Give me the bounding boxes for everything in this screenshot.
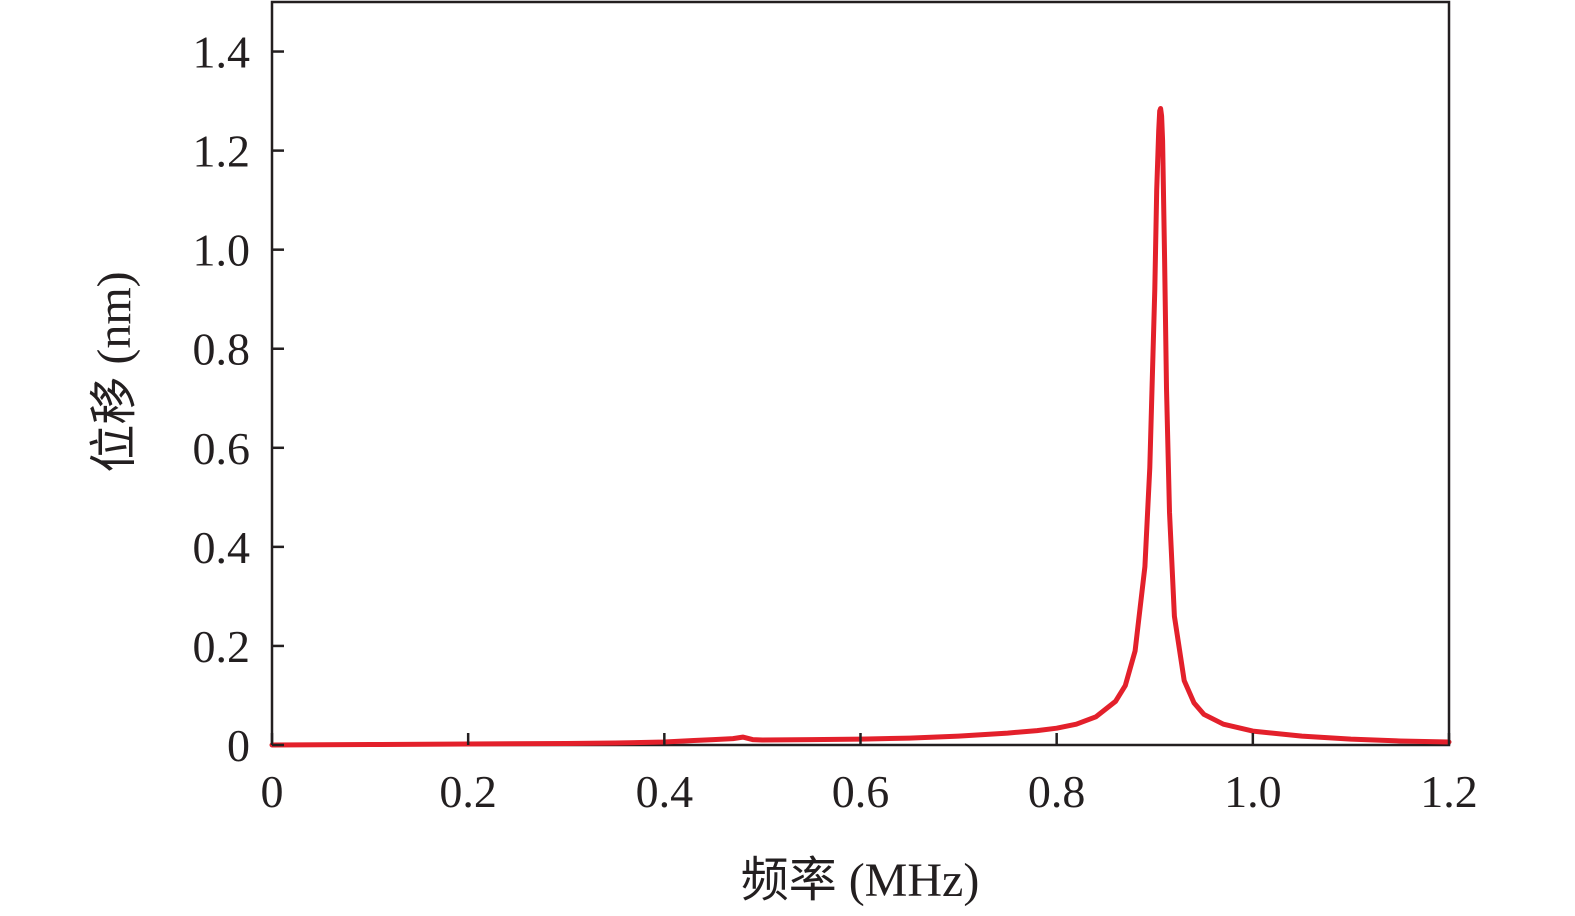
x-tick-label: 0.2 bbox=[439, 766, 497, 817]
y-tick-label: 0.8 bbox=[193, 324, 251, 375]
x-tick-label: 0.4 bbox=[636, 766, 694, 817]
series-line bbox=[269, 106, 1452, 748]
x-tick-label: 0 bbox=[261, 766, 284, 817]
y-axis-title: 位移 (nm) bbox=[88, 271, 141, 472]
y-tick-label: 1.4 bbox=[193, 27, 251, 78]
x-tick-label: 0.6 bbox=[832, 766, 890, 817]
plot-frame bbox=[270, 0, 1451, 747]
x-tick-label: 1.2 bbox=[1420, 766, 1478, 817]
x-tick-label: 0.8 bbox=[1028, 766, 1086, 817]
y-tick-label: 0.4 bbox=[193, 522, 251, 573]
axis-ticks bbox=[270, 50, 1451, 747]
y-tick-label: 1.0 bbox=[193, 225, 251, 276]
x-axis-title: 频率 (MHz) bbox=[741, 854, 980, 907]
y-tick-label: 0.2 bbox=[193, 621, 251, 672]
y-tick-label: 0.6 bbox=[193, 423, 251, 474]
x-tick-label: 1.0 bbox=[1224, 766, 1282, 817]
tick-labels: 0 0.2 0.4 0.6 0.8 1.0 1.2 0 0.2 0.4 0.6 0.8 1.0 1.2 1.… bbox=[193, 27, 1478, 817]
y-tick-label: 1.2 bbox=[193, 126, 251, 177]
plot-area bbox=[269, 0, 1452, 748]
y-tick-label: 0 bbox=[227, 720, 250, 771]
